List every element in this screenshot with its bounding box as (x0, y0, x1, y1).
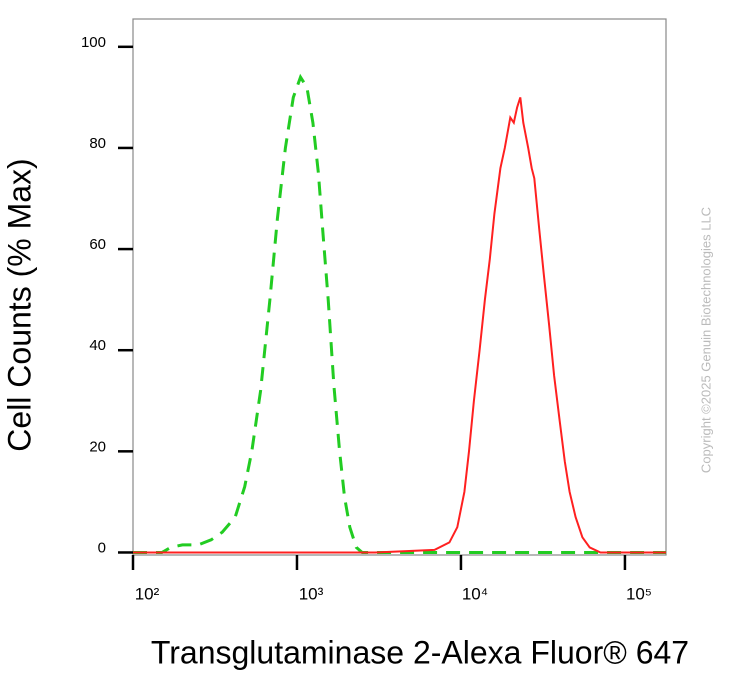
series-line (133, 97, 666, 554)
x-axis-label: Transglutaminase 2-Alexa Fluor® 647 (151, 634, 689, 670)
y-tick-label: 40 (89, 337, 106, 354)
y-tick-label: 0 (98, 539, 106, 556)
y-tick-label: 80 (89, 135, 106, 152)
x-tick-label: 10² (135, 584, 160, 603)
y-axis-label: Cell Counts (% Max) (1, 158, 37, 451)
y-tick-label: 20 (89, 438, 106, 455)
y-tick-label: 60 (89, 236, 106, 253)
x-tick-label: 10⁵ (626, 584, 652, 603)
series-line (133, 73, 666, 554)
x-tick-label: 10³ (299, 584, 324, 603)
x-tick-label: 10⁴ (462, 584, 488, 603)
y-tick-label: 100 (81, 34, 106, 51)
watermark: Copyright ©2025 Genuin Biotechnologies L… (698, 207, 713, 473)
plot-frame (132, 18, 667, 556)
